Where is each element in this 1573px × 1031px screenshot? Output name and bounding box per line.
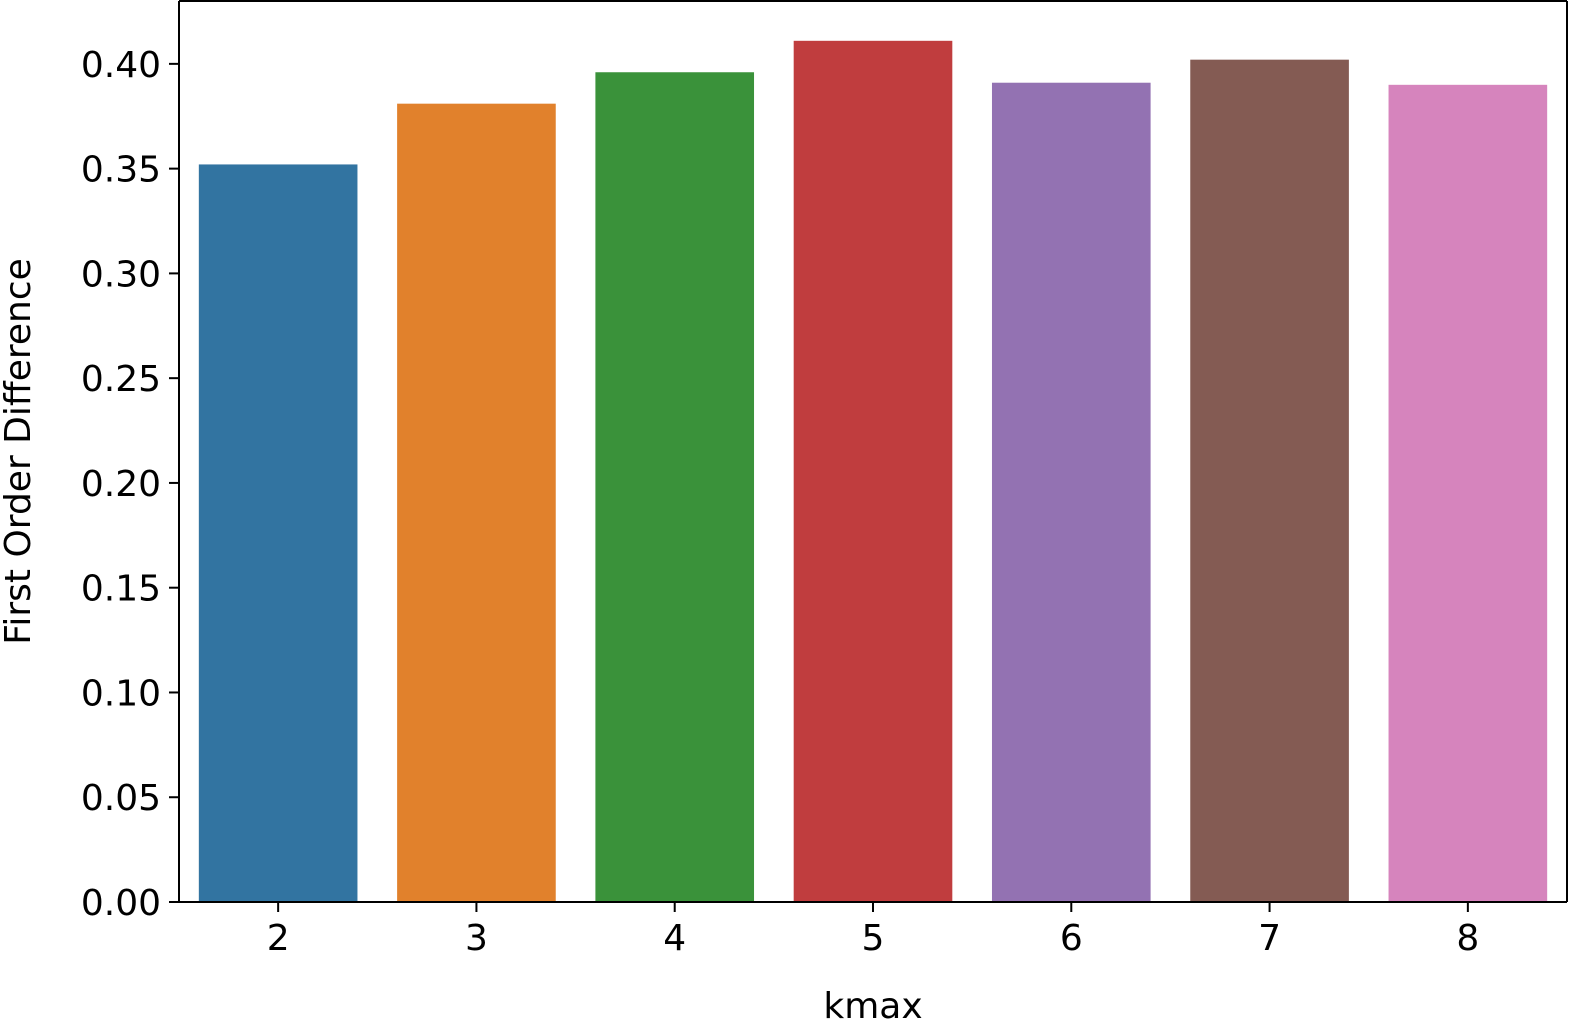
y-axis-label: First Order Difference <box>0 258 39 645</box>
y-tick-label: 0.30 <box>81 254 161 295</box>
x-tick-label: 6 <box>1060 918 1083 959</box>
y-tick-label: 0.35 <box>81 150 161 191</box>
x-tick-label: 7 <box>1258 918 1281 959</box>
bars-layer <box>198 40 1548 903</box>
bar-7 <box>1190 59 1349 902</box>
y-tick-label: 0.20 <box>81 464 161 505</box>
bar-3 <box>397 103 556 902</box>
bar-8 <box>1388 84 1548 902</box>
x-tick-label: 3 <box>465 918 488 959</box>
y-tick-label: 0.15 <box>81 569 161 610</box>
x-axis-label: kmax <box>823 986 922 1027</box>
x-tick-label: 4 <box>663 918 686 959</box>
x-axis-ticks: 2 3 4 5 6 7 8 <box>267 902 1479 959</box>
bar-5 <box>793 40 953 902</box>
x-tick-label: 8 <box>1456 918 1479 959</box>
bar-2 <box>198 164 358 903</box>
x-tick-label: 2 <box>267 918 290 959</box>
y-tick-label: 0.40 <box>81 45 161 86</box>
y-tick-label: 0.25 <box>81 359 161 400</box>
x-tick-label: 5 <box>862 918 885 959</box>
bar-4 <box>595 72 755 902</box>
y-tick-label: 0.00 <box>81 883 161 924</box>
y-tick-label: 0.10 <box>81 673 161 714</box>
bar-6 <box>991 82 1151 902</box>
y-axis-ticks: 0.00 0.05 0.10 0.15 0.20 0.25 0.30 0.35 0.40 <box>81 45 179 924</box>
y-tick-label: 0.05 <box>81 778 161 819</box>
